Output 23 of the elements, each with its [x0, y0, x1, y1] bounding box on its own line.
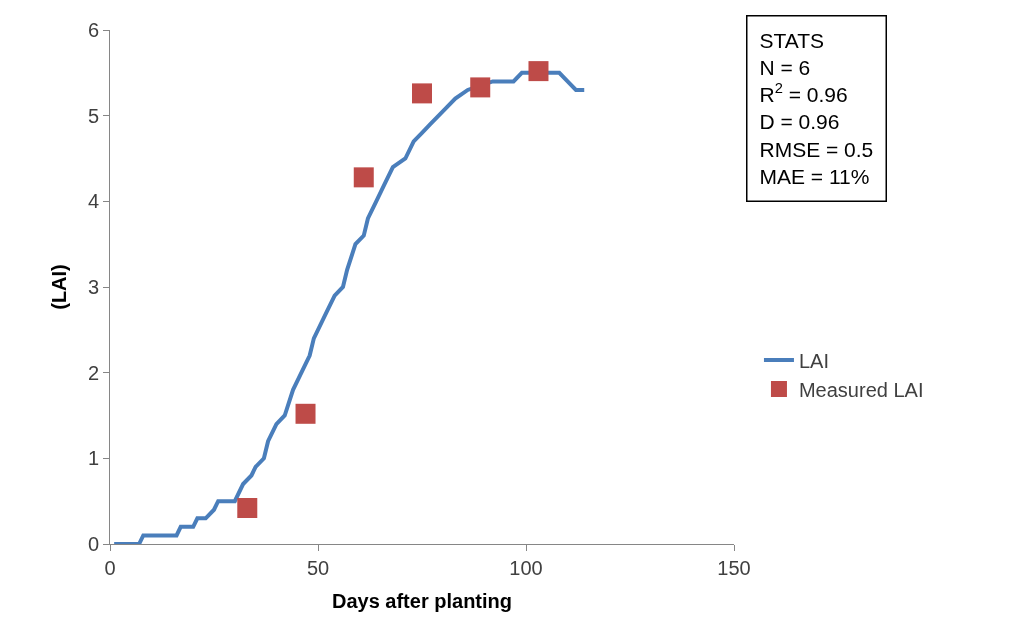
point — [412, 83, 432, 104]
x-tick-label: 100 — [509, 557, 543, 579]
legend-label: LAI — [798, 349, 829, 372]
x-tick-label: 150 — [717, 557, 751, 579]
y-tick-label: 4 — [87, 190, 99, 213]
y-tick-label: 1 — [87, 447, 99, 470]
point — [295, 403, 316, 424]
x-tick-label: 0 — [104, 557, 116, 579]
y-tick-label: 0 — [87, 533, 99, 555]
x-tick-label: 50 — [306, 557, 330, 579]
point — [237, 498, 258, 519]
y-tick-label: 5 — [87, 104, 99, 127]
y-tick-label: 6 — [87, 19, 99, 41]
point — [353, 167, 374, 188]
line-series — [112, 70, 587, 544]
legend-label: Measured LAI — [798, 378, 924, 401]
point — [470, 77, 491, 98]
y-axis-title: (LAI) — [48, 264, 71, 310]
y-tick-label: 3 — [87, 276, 99, 298]
point — [528, 61, 549, 82]
y-tick-label: 2 — [87, 361, 99, 384]
text: STATS N = 6 R$^{2}$ = 0.96 D = 0.96 RMSE = 0.5 MAE = 11% — [759, 28, 874, 188]
x-axis-title: Days after planting — [331, 589, 513, 612]
